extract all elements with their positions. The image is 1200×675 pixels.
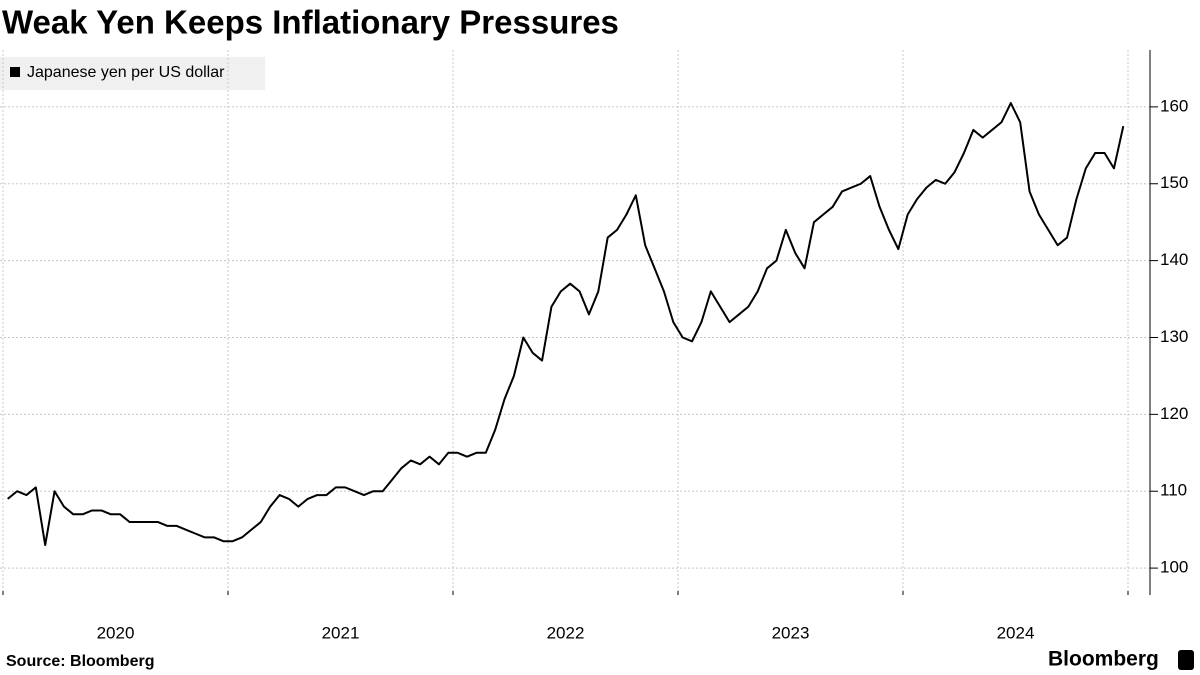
y-tick-label: 110 — [1160, 481, 1187, 500]
y-tick-label: 150 — [1160, 173, 1188, 192]
y-tick-label: 140 — [1160, 250, 1188, 269]
line — [7, 102, 1125, 547]
y-tick-label: 130 — [1160, 327, 1188, 346]
x-tick-label: 2023 — [772, 623, 810, 642]
source: Source: Bloomberg — [6, 653, 154, 670]
legend-swatch — [10, 67, 20, 77]
y-tick-label: 100 — [1160, 558, 1188, 577]
x-tick-label: 2022 — [547, 623, 585, 642]
y-tick-label: 120 — [1160, 404, 1188, 423]
x-tick-label: 2021 — [322, 623, 360, 642]
brand: Bloomberg — [1048, 648, 1159, 671]
legend-box — [0, 57, 265, 90]
brand-icon — [1178, 650, 1194, 670]
chart-title: Weak Yen Keeps Inflationary Pressures — [2, 4, 619, 41]
legend-label: Japanese yen per US dollar — [27, 64, 225, 81]
y-tick-label: 160 — [1160, 96, 1188, 115]
x-tick-label: 2024 — [997, 623, 1035, 642]
x-tick-label: 2020 — [97, 623, 135, 642]
